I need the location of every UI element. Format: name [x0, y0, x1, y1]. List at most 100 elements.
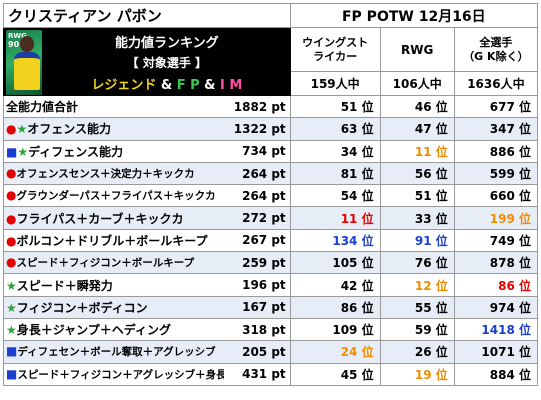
- star-icon: ★: [17, 144, 29, 159]
- stat-label: フライパス＋カーブ＋キックカ: [16, 211, 184, 226]
- rank-cell: 599 位: [453, 161, 539, 186]
- stat-total: 264 pt: [223, 184, 291, 208]
- stat-label-cell: ★フィジコン＋ボディコン: [2, 295, 224, 319]
- table-row: ●ボルコン＋ドリブル＋ボールキープ 267 pt 134 位 91 位 749 位: [2, 228, 539, 253]
- column-header-rwg: RWG: [379, 27, 455, 72]
- stat-label: 身長＋ジャンプ＋ヘディング: [16, 323, 171, 338]
- rank-cell: 76 位: [379, 251, 455, 275]
- rank-cell: 81 位: [289, 161, 381, 186]
- column-count: 106人中: [379, 71, 455, 96]
- stat-total: 167 pt: [223, 295, 291, 319]
- column-header-line: RWG: [401, 42, 434, 57]
- column-header-line: ウイングスト: [302, 35, 369, 49]
- table-row: ●オフェンスセンス＋決定力＋キックカ 264 pt 81 位 56 位 599 位: [2, 161, 539, 186]
- ranking-banner: RWG 90 能力値ランキング 【 対象選手 】 レジェンド & F P & I…: [3, 27, 291, 96]
- stat-total: 272 pt: [223, 206, 291, 230]
- player-head-graphic: [20, 36, 34, 52]
- player-card: RWG 90: [6, 30, 42, 95]
- stat-label-cell: 全能力値合計: [2, 94, 224, 119]
- stat-label-cell: ■ディフェセン＋ボール奪取＋アグレッシブ: [2, 340, 224, 364]
- rank-cell: 19 位: [379, 362, 455, 386]
- rank-cell: 91 位: [379, 228, 455, 253]
- rank-cell: 105 位: [289, 251, 381, 275]
- stat-label-cell: ●グラウンダーパス＋フライパス＋キックカ: [2, 184, 224, 208]
- rank-cell: 33 位: [379, 206, 455, 230]
- player-name: クリスティアン パボン: [3, 3, 291, 28]
- rank-cell: 1418 位: [453, 317, 539, 342]
- stat-total: 1882 pt: [223, 94, 291, 119]
- rank-cell: 51 位: [289, 94, 381, 119]
- category-fp: F P: [176, 78, 200, 93]
- stat-total: 734 pt: [223, 139, 291, 163]
- stat-label: スピード＋瞬発力: [16, 278, 113, 293]
- stat-label: グラウンダーパス＋フライパス＋キックカ: [16, 190, 216, 203]
- offense-dot-icon: ●: [6, 188, 17, 203]
- player-shirt-graphic: [14, 52, 40, 90]
- stat-label: オフェンス能力: [27, 122, 112, 137]
- star-icon: ★: [6, 300, 17, 315]
- stat-label: 全能力値合計: [6, 100, 79, 115]
- table-row: ★フィジコン＋ボディコン 167 pt 86 位 55 位 974 位: [2, 295, 539, 319]
- rank-cell: 26 位: [379, 340, 455, 364]
- rank-cell: 55 位: [379, 295, 455, 319]
- rank-cell: 46 位: [379, 94, 455, 119]
- table-row: ●グラウンダーパス＋フライパス＋キックカ 264 pt 54 位 51 位 660 位: [2, 184, 539, 208]
- defense-square-icon: ■: [6, 344, 18, 359]
- offense-dot-icon: ●: [6, 255, 17, 270]
- rank-cell: 86 位: [289, 295, 381, 319]
- stat-label: ディフェンス能力: [28, 144, 124, 159]
- category-im: I M: [220, 78, 243, 93]
- rank-cell: 63 位: [289, 117, 381, 141]
- rank-cell: 51 位: [379, 184, 455, 208]
- stat-label: スピード＋フィジコン＋アグレッシブ＋身長: [17, 368, 224, 381]
- rank-cell: 199 位: [453, 206, 539, 230]
- rank-cell: 878 位: [453, 251, 539, 275]
- category-legend: レジェンド: [91, 78, 157, 93]
- offense-dot-icon: ●: [6, 233, 17, 248]
- rank-cell: 677 位: [453, 94, 539, 119]
- column-header-line: ライカー: [313, 49, 358, 63]
- rank-cell: 884 位: [453, 362, 539, 386]
- stat-label-cell: ■★ディフェンス能力: [2, 139, 224, 163]
- rank-cell: 347 位: [453, 117, 539, 141]
- stat-total: 259 pt: [223, 251, 291, 275]
- rank-cell: 56 位: [379, 161, 455, 186]
- category-sep-1: &: [156, 78, 177, 93]
- stat-total: 431 pt: [223, 362, 291, 386]
- table-row: 全能力値合計 1882 pt 51 位 46 位 677 位: [2, 94, 539, 119]
- stat-label-cell: ●フライパス＋カーブ＋キックカ: [2, 206, 224, 230]
- column-header-wing-striker: ウイングスト ライカー: [289, 27, 381, 72]
- stat-label: オフェンスセンス＋決定力＋キックカ: [16, 168, 195, 181]
- stat-label-cell: ●オフェンスセンス＋決定力＋キックカ: [2, 161, 224, 186]
- rank-cell: 34 位: [289, 139, 381, 163]
- banner-target: 【 対象選手 】: [126, 56, 208, 70]
- stat-total: 318 pt: [223, 317, 291, 342]
- table-row: ●スピード＋フィジコン＋ボールキープ 259 pt 105 位 76 位 878 位: [2, 251, 539, 275]
- offense-dot-icon: ●: [6, 166, 17, 181]
- rank-cell: 11 位: [379, 139, 455, 163]
- rank-cell: 47 位: [379, 117, 455, 141]
- rank-cell: 54 位: [289, 184, 381, 208]
- rank-cell: 974 位: [453, 295, 539, 319]
- event-title: FP POTW 12月16日: [289, 3, 539, 28]
- stat-label-cell: ●ボルコン＋ドリブル＋ボールキープ: [2, 228, 224, 253]
- stat-label-cell: ●★オフェンス能力: [2, 117, 224, 141]
- rank-cell: 24 位: [289, 340, 381, 364]
- stat-label: フィジコン＋ボディコン: [16, 300, 148, 315]
- column-header-all-players: 全選手 （G K除く）: [453, 27, 539, 72]
- rank-cell: 12 位: [379, 273, 455, 297]
- stat-label: ボルコン＋ドリブル＋ボールキープ: [16, 233, 208, 248]
- star-icon: ★: [16, 122, 28, 137]
- stat-total: 267 pt: [223, 228, 291, 253]
- banner-categories: レジェンド & F P & I M: [44, 74, 289, 93]
- rank-cell: 86 位: [453, 273, 539, 297]
- defense-square-icon: ■: [6, 144, 18, 159]
- table-row: ●★オフェンス能力 1322 pt 63 位 47 位 347 位: [2, 117, 539, 141]
- offense-dot-icon: ●: [6, 211, 17, 226]
- table-row: ●フライパス＋カーブ＋キックカ 272 pt 11 位 33 位 199 位: [2, 206, 539, 230]
- column-count: 1636人中: [453, 71, 539, 96]
- card-position: RWG: [8, 32, 27, 40]
- defense-square-icon: ■: [6, 366, 18, 381]
- column-count: 159人中: [289, 71, 381, 96]
- star-icon: ★: [6, 323, 17, 338]
